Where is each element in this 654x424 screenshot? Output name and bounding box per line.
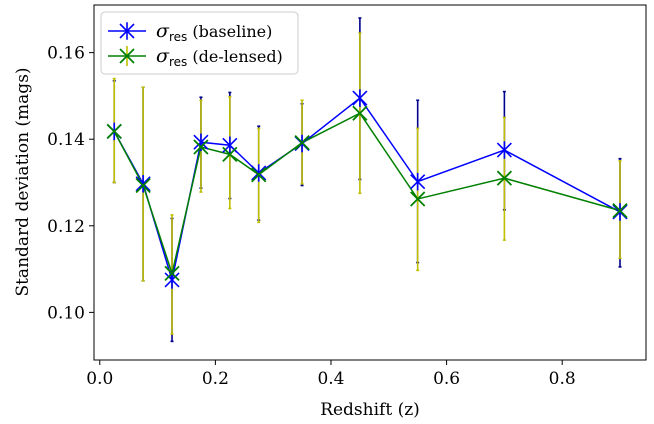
data-point: [193, 139, 209, 155]
y-tick-label: 0.16: [47, 44, 85, 64]
data-point: [251, 164, 267, 182]
legend: σres (baseline)σres (de-lensed): [100, 11, 299, 75]
data-point: [135, 175, 151, 193]
plot-frame: [93, 4, 647, 361]
data-point: [251, 167, 267, 183]
data-point: [164, 265, 180, 282]
y-tick-label: 0.14: [47, 130, 85, 150]
data-point: [496, 141, 512, 159]
data-point: [612, 203, 628, 219]
marker-stroke: [612, 203, 628, 219]
marker-stroke: [410, 191, 426, 207]
marker-stroke: [294, 135, 310, 151]
x-tick-label: 0.4: [317, 369, 344, 389]
data-point: [106, 123, 122, 140]
y-axis-label: Standard deviation (mags): [13, 67, 33, 296]
marker-stroke: [106, 123, 122, 140]
legend-box: [100, 11, 299, 75]
marker-stroke: [222, 146, 238, 162]
x-tick-label: 0.0: [86, 369, 113, 389]
markers-layer: [106, 89, 628, 289]
legend-marker: [119, 48, 135, 64]
data-point: [496, 170, 513, 186]
y-tick-label: 0.10: [47, 303, 85, 323]
data-point: [410, 191, 426, 207]
marker-stroke: [164, 265, 180, 282]
data-point: [410, 172, 426, 191]
y-tick-label: 0.12: [47, 217, 85, 237]
marker-stroke: [251, 167, 267, 183]
data-point: [294, 135, 310, 151]
y-axis: 0.10 0.12 0.14 0.16: [47, 44, 94, 323]
x-tick-label: 0.6: [433, 369, 460, 389]
data-point: [222, 146, 238, 162]
legend-label: σres (de-lensed): [156, 45, 283, 69]
marker-stroke: [352, 105, 368, 121]
data-point: [135, 177, 151, 194]
legend-marker: [119, 22, 135, 40]
marker-stroke: [496, 170, 513, 186]
marker-stroke: [119, 48, 135, 64]
x-tick-label: 0.2: [202, 369, 229, 389]
data-point: [612, 203, 628, 221]
marker-stroke: [193, 139, 209, 155]
x-tick-label: 0.8: [549, 369, 576, 389]
x-axis-label: Redshift (z): [320, 400, 420, 420]
legend-label: σres (baseline): [156, 20, 272, 44]
data-point: [352, 105, 368, 121]
data-point: [352, 89, 368, 107]
marker-stroke: [135, 177, 151, 194]
x-axis: 0.0 0.2 0.4 0.6 0.8: [86, 360, 576, 389]
